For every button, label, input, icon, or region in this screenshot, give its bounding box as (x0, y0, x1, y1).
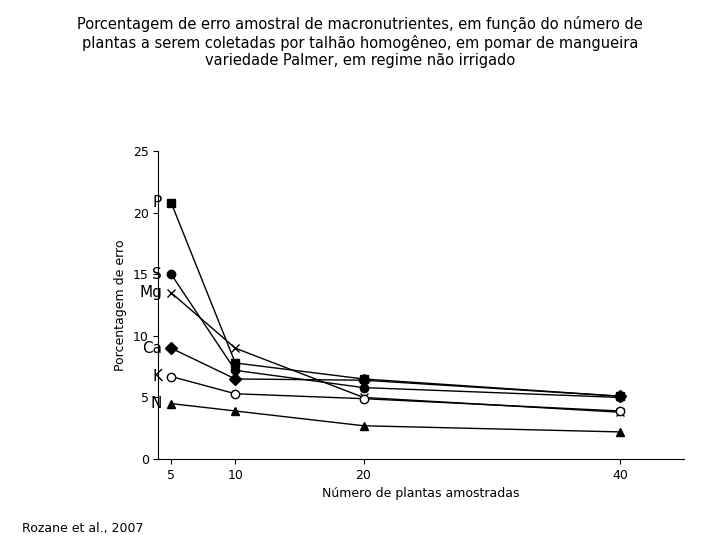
Text: P: P (153, 195, 162, 211)
Text: Mg: Mg (140, 285, 162, 300)
Text: Porcentagem de erro amostral de macronutrientes, em função do número de
plantas : Porcentagem de erro amostral de macronut… (77, 16, 643, 68)
X-axis label: Número de plantas amostradas: Número de plantas amostradas (323, 487, 520, 500)
Text: N: N (151, 396, 162, 411)
Text: S: S (153, 267, 162, 282)
Y-axis label: Porcentagem de erro: Porcentagem de erro (114, 239, 127, 371)
Text: Ca: Ca (143, 341, 162, 356)
Text: Rozane et al., 2007: Rozane et al., 2007 (22, 522, 143, 535)
Text: K: K (152, 369, 162, 384)
